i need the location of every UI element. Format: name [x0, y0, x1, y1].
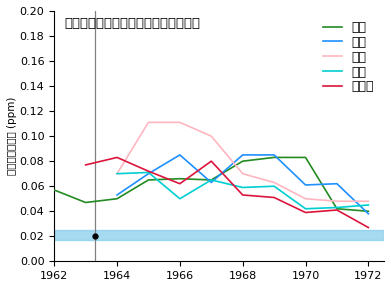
四日市	[335, 208, 339, 212]
Line: 大阪: 大阪	[117, 155, 368, 214]
四日市	[366, 226, 371, 229]
Legend: 東京, 大阪, 川崎, 横浜, 四日市: 東京, 大阪, 川崎, 横浜, 四日市	[319, 17, 378, 97]
東京	[52, 188, 57, 192]
横浜	[115, 172, 119, 175]
Text: 日本の環境基準に相当する濃度レベル: 日本の環境基準に相当する濃度レベル	[64, 17, 200, 30]
東京	[83, 201, 88, 204]
四日市	[303, 211, 308, 214]
東京	[335, 207, 339, 211]
東京	[115, 197, 119, 200]
四日市	[240, 193, 245, 197]
大阪	[178, 153, 182, 157]
大阪	[272, 153, 276, 157]
Line: 横浜: 横浜	[117, 173, 368, 209]
横浜	[146, 171, 151, 174]
Line: 川崎: 川崎	[117, 122, 368, 201]
横浜	[178, 197, 182, 200]
東京	[209, 178, 213, 182]
東京	[146, 178, 151, 182]
大阪	[303, 183, 308, 187]
川崎	[146, 121, 151, 124]
東京	[272, 156, 276, 159]
大阪	[335, 182, 339, 185]
川崎	[366, 200, 371, 203]
横浜	[366, 203, 371, 207]
川崎	[209, 134, 213, 138]
Line: 東京: 東京	[54, 158, 368, 211]
Y-axis label: 一酸化硫黄濃度 (ppm): 一酸化硫黄濃度 (ppm)	[7, 97, 17, 175]
川崎	[303, 197, 308, 200]
東京	[303, 156, 308, 159]
大阪	[240, 153, 245, 157]
Bar	[54, 230, 384, 240]
四日市	[146, 169, 151, 173]
大阪	[209, 181, 213, 184]
横浜	[272, 185, 276, 188]
東京	[240, 160, 245, 163]
四日市	[83, 163, 88, 167]
川崎	[115, 172, 119, 175]
東京	[366, 210, 371, 213]
横浜	[240, 186, 245, 189]
川崎	[178, 121, 182, 124]
川崎	[240, 172, 245, 175]
横浜	[209, 178, 213, 182]
四日市	[209, 160, 213, 163]
四日市	[272, 196, 276, 199]
Line: 四日市: 四日市	[86, 158, 368, 228]
横浜	[303, 207, 308, 211]
東京	[178, 177, 182, 181]
大阪	[366, 212, 371, 215]
川崎	[272, 181, 276, 184]
大阪	[115, 193, 119, 197]
横浜	[335, 206, 339, 209]
川崎	[335, 200, 339, 203]
大阪	[146, 172, 151, 175]
四日市	[178, 182, 182, 185]
四日市	[115, 156, 119, 159]
